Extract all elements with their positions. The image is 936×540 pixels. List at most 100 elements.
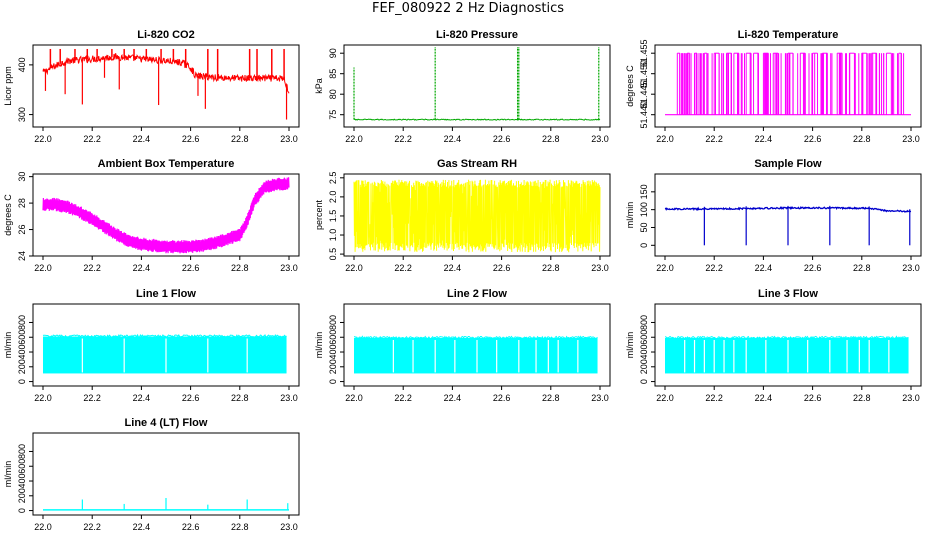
y-tick-label: 200	[17, 488, 27, 503]
y-tick-label: 26	[17, 225, 27, 235]
plot-frame	[343, 173, 611, 257]
plot-frame	[343, 44, 611, 128]
x-tick-label: 22.4	[755, 393, 773, 403]
series-line3	[664, 335, 909, 374]
y-tick-label: 200	[17, 359, 27, 374]
x-tick-label: 22.2	[705, 134, 723, 144]
x-tick-label: 22.0	[34, 522, 52, 532]
plot-frame	[654, 173, 922, 257]
x-tick-label: 22.2	[705, 393, 723, 403]
data-line	[42, 177, 290, 254]
data-line	[42, 52, 290, 94]
panel-line2: Line 2 Flow ml/min 22.0 22.2 22.4 22.6 22.8 23.…	[314, 288, 611, 403]
series-licor-temp	[665, 52, 911, 116]
y-tick-label: 0.5	[328, 248, 338, 261]
panel-rh: Gas Stream RH percent 22.0 22.2 22.4 22.6 22.8…	[314, 158, 611, 273]
x-tick-label: 23.0	[902, 393, 920, 403]
y-tick-label: 1.0	[328, 229, 338, 242]
x-tick-label: 22.6	[182, 393, 200, 403]
y-tick-label: 0	[639, 243, 649, 248]
x-tick-label: 23.0	[280, 522, 298, 532]
series-line4	[43, 498, 289, 511]
y-tick-label: 800	[17, 315, 27, 330]
x-tick-label: 22.2	[394, 393, 412, 403]
panel-line3: Line 3 Flow ml/min 22.0 22.2 22.4 22.6 22.8 23.…	[625, 288, 922, 403]
series-co2	[42, 48, 290, 120]
y-tick-label: 51.455	[639, 39, 649, 67]
y-tick-label: 400	[639, 345, 649, 360]
x-tick-label: 22.8	[542, 393, 560, 403]
y-tick-label: 400	[17, 57, 27, 72]
y-tick-label: 600	[17, 330, 27, 345]
panel-title: Li-820 Temperature	[738, 29, 839, 41]
panel-line4: Line 4 (LT) Flow ml/min 22.0 22.2 22.4 22.6 22…	[3, 417, 300, 532]
y-tick-label: 200	[639, 359, 649, 374]
x-tick-label: 22.6	[493, 263, 511, 273]
x-tick-label: 22.4	[133, 134, 151, 144]
panel-title: Sample Flow	[754, 158, 822, 170]
x-tick-label: 22.8	[231, 134, 249, 144]
x-tick-label: 23.0	[902, 263, 920, 273]
y-tick-label: 400	[17, 474, 27, 489]
plot-frame	[32, 44, 300, 128]
panel-co2: Li-820 CO2 Licor ppm 22.0 22.2 22.4 22.6 22.8 2…	[3, 29, 300, 144]
y-axis-label: kPa	[314, 78, 324, 94]
x-tick-label: 22.2	[83, 134, 101, 144]
y-tick-label: 300	[17, 107, 27, 122]
panel-line1: Line 1 Flow ml/min 22.0 22.2 22.4 22.6 22.8 23.…	[3, 288, 300, 403]
y-tick-label: 100	[639, 202, 649, 217]
panel-title: Gas Stream RH	[437, 158, 517, 170]
x-tick-label: 22.0	[345, 393, 363, 403]
x-tick-label: 22.6	[804, 263, 822, 273]
x-tick-label: 22.6	[493, 393, 511, 403]
data-line	[353, 118, 601, 121]
panel-title: Li-820 Pressure	[436, 29, 518, 41]
x-tick-label: 22.0	[34, 393, 52, 403]
y-axis-label: percent	[314, 199, 324, 230]
x-tick-label: 23.0	[591, 393, 609, 403]
data-line	[353, 179, 601, 253]
series-pressure	[353, 47, 601, 121]
y-tick-label: 28	[17, 198, 27, 208]
x-tick-label: 22.8	[853, 263, 871, 273]
x-tick-label: 22.8	[231, 263, 249, 273]
y-tick-label: 0	[639, 379, 649, 384]
y-tick-label: 51.445	[639, 80, 649, 108]
y-tick-label: 0	[328, 379, 338, 384]
x-tick-label: 22.4	[444, 134, 462, 144]
x-tick-label: 22.8	[542, 263, 560, 273]
plot-frame	[32, 303, 300, 387]
y-tick-label: 90	[328, 48, 338, 58]
y-tick-label: 400	[328, 345, 338, 360]
panel-box-temp: Ambient Box Temperature degrees C 22.0 22.2…	[3, 158, 300, 273]
x-tick-label: 22.4	[755, 263, 773, 273]
y-tick-label: 51.440	[639, 101, 649, 129]
x-tick-label: 22.4	[755, 134, 773, 144]
y-axis-label: ml/min	[625, 332, 635, 359]
x-tick-label: 22.4	[133, 263, 151, 273]
x-tick-label: 22.6	[182, 522, 200, 532]
panel-title: Line 4 (LT) Flow	[125, 417, 208, 429]
y-tick-label: 0	[17, 508, 27, 513]
y-tick-label: 80	[328, 89, 338, 99]
x-tick-label: 22.0	[34, 263, 52, 273]
x-tick-label: 22.8	[231, 393, 249, 403]
y-tick-label: 800	[328, 315, 338, 330]
y-axis-label: degrees C	[3, 194, 13, 236]
x-tick-label: 22.4	[133, 393, 151, 403]
x-tick-label: 22.6	[804, 393, 822, 403]
x-tick-label: 22.2	[83, 393, 101, 403]
x-tick-label: 22.6	[182, 263, 200, 273]
panel-pressure: Li-820 Pressure kPa 22.0 22.2 22.4 22.6 22.8 23…	[314, 29, 611, 144]
x-tick-label: 22.6	[493, 134, 511, 144]
y-tick-label: 2.5	[328, 172, 338, 185]
x-tick-label: 22.4	[444, 263, 462, 273]
flow-band	[354, 337, 598, 374]
flow-band	[665, 337, 909, 374]
y-tick-label: 2.0	[328, 191, 338, 204]
panel-title: Line 3 Flow	[758, 288, 818, 300]
flow-band-edge	[664, 335, 909, 340]
y-tick-label: 400	[17, 345, 27, 360]
x-tick-label: 22.0	[656, 134, 674, 144]
